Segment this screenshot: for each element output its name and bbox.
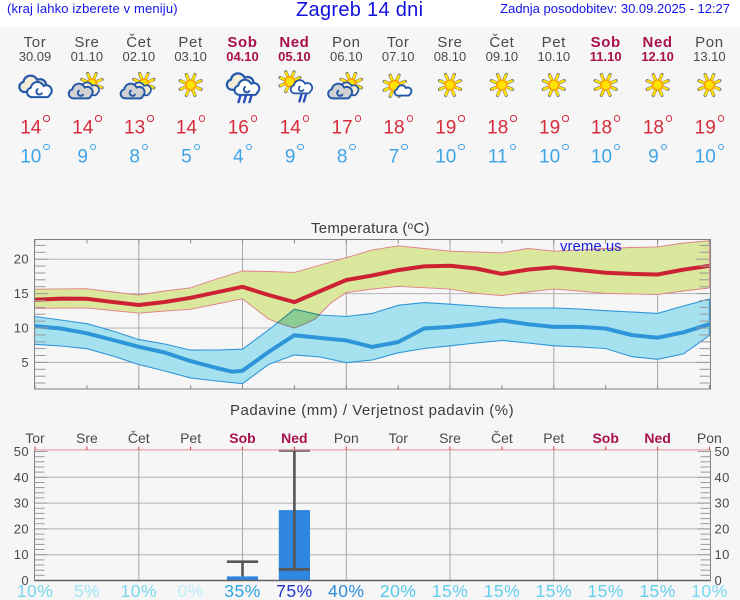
svg-text:Padavine (mm) / Verjetnost pad: Padavine (mm) / Verjetnost padavin (%)	[230, 402, 514, 419]
svg-text:50: 50	[715, 444, 730, 459]
svg-text:40: 40	[14, 470, 29, 485]
svg-text:10: 10	[14, 321, 29, 336]
svg-text:10: 10	[14, 547, 29, 562]
svg-text:20: 20	[715, 521, 730, 536]
svg-text:15: 15	[14, 286, 29, 301]
svg-text:30: 30	[14, 496, 29, 511]
svg-text:20: 20	[14, 252, 29, 267]
svg-text:Temperatura (oC): Temperatura (oC)	[311, 220, 430, 237]
svg-text:vreme.us: vreme.us	[560, 238, 622, 255]
svg-text:30: 30	[715, 496, 730, 511]
svg-text:20: 20	[14, 521, 29, 536]
svg-text:0: 0	[21, 573, 29, 588]
svg-text:5: 5	[21, 355, 29, 370]
svg-text:0: 0	[715, 573, 723, 588]
svg-text:10: 10	[715, 547, 730, 562]
svg-text:40: 40	[715, 470, 730, 485]
svg-text:50: 50	[14, 444, 29, 459]
